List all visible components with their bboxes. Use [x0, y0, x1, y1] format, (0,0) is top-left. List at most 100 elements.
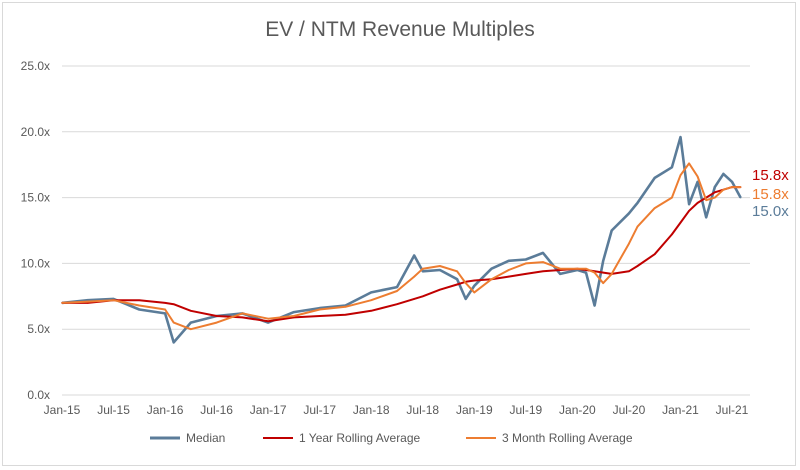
- data-point: [172, 321, 175, 324]
- data-point: [344, 306, 347, 308]
- data-point: [318, 315, 321, 317]
- x-tick-label: Jan-16: [147, 403, 184, 417]
- end-value-label: 15.8x: [752, 186, 789, 203]
- data-point: [696, 202, 699, 204]
- legend-label: 3 Month Rolling Average: [502, 431, 633, 445]
- y-tick-label: 25.0x: [21, 59, 50, 73]
- data-point: [542, 261, 544, 263]
- data-point: [112, 299, 115, 302]
- x-tick-label: Jan-19: [456, 403, 493, 417]
- data-point: [525, 273, 527, 275]
- x-axis-ticks: Jan-15 Jul-15 Jan-16 Jul-16 Jan-17 Jul-17 Jan-…: [44, 403, 749, 417]
- data-point: [688, 203, 690, 205]
- data-point: [688, 162, 690, 165]
- data-point: [731, 186, 733, 188]
- data-point: [464, 298, 467, 300]
- gridlines: [62, 65, 750, 396]
- series-line-1: [61, 135, 742, 344]
- data-point: [439, 269, 441, 271]
- data-point: [714, 186, 716, 188]
- x-tick-label: Jul-17: [303, 403, 336, 417]
- data-point: [490, 267, 493, 270]
- data-point: [653, 177, 656, 179]
- x-tick-label: Jan-21: [662, 403, 699, 417]
- data-point: [507, 259, 510, 262]
- data-point: [190, 328, 192, 331]
- data-point: [714, 196, 716, 199]
- data-point: [585, 267, 587, 270]
- data-point: [293, 311, 295, 313]
- end-value-label: 15.8x: [752, 167, 789, 184]
- data-point: [602, 282, 604, 284]
- data-point: [464, 282, 467, 284]
- data-point: [525, 258, 527, 261]
- data-point: [722, 173, 725, 175]
- data-point: [696, 181, 699, 183]
- x-tick-label: Jul-18: [406, 403, 439, 417]
- data-point: [559, 267, 562, 270]
- data-point: [636, 225, 639, 228]
- data-point: [164, 312, 166, 315]
- data-point: [542, 270, 544, 273]
- data-point: [267, 320, 269, 323]
- data-point: [190, 309, 192, 312]
- data-point: [653, 253, 656, 255]
- data-point: [559, 273, 562, 275]
- data-point: [439, 288, 441, 291]
- data-point: [241, 316, 244, 319]
- data-point: [602, 259, 604, 262]
- data-point: [671, 166, 673, 169]
- data-point: [679, 221, 682, 224]
- y-tick-label: 20.0x: [21, 125, 50, 139]
- data-point: [293, 315, 295, 317]
- data-point: [396, 286, 398, 288]
- data-point: [602, 271, 604, 274]
- data-point: [456, 283, 458, 286]
- data-point: [473, 279, 476, 282]
- data-point: [525, 262, 527, 265]
- data-point: [138, 304, 141, 307]
- legend-label: 1 Year Rolling Average: [299, 431, 421, 445]
- data-point: [507, 269, 510, 271]
- data-point: [705, 199, 708, 202]
- x-tick-label: Jul-21: [716, 403, 749, 417]
- data-point: [413, 298, 415, 300]
- data-point: [636, 265, 639, 267]
- y-tick-label: 0.0x: [27, 388, 50, 402]
- data-point: [413, 275, 415, 278]
- end-value-label: 15.0x: [752, 203, 789, 220]
- data-point: [628, 212, 630, 215]
- x-tick-label: Jul-16: [200, 403, 233, 417]
- chart-title: EV / NTM Revenue Multiples: [265, 18, 535, 41]
- y-axis-ticks: 0.0x 5.0x 10.0x 15.0x 20.0x 25.0x: [21, 59, 50, 402]
- x-tick-label: Jan-20: [559, 403, 596, 417]
- data-point: [164, 308, 166, 311]
- data-point: [164, 302, 166, 304]
- data-point: [576, 267, 579, 270]
- data-point: [421, 270, 424, 273]
- data-point: [671, 233, 673, 236]
- data-point: [739, 186, 742, 188]
- data-point: [172, 303, 175, 305]
- data-point: [344, 313, 347, 316]
- data-point: [190, 321, 192, 324]
- data-point: [593, 304, 596, 307]
- data-point: [628, 270, 630, 273]
- data-point: [370, 291, 373, 294]
- data-point: [215, 321, 218, 324]
- data-point: [688, 209, 690, 212]
- data-point: [507, 275, 510, 278]
- data-point: [138, 299, 141, 302]
- data-point: [679, 136, 682, 138]
- x-tick-label: Jan-15: [44, 403, 81, 417]
- data-point: [86, 300, 89, 303]
- y-tick-label: 10.0x: [21, 256, 50, 270]
- data-point: [396, 303, 398, 305]
- data-point: [318, 308, 321, 311]
- data-point: [396, 290, 398, 292]
- data-point: [628, 242, 630, 245]
- data-point: [456, 270, 458, 273]
- data-point: [542, 252, 544, 254]
- data-point: [241, 312, 244, 315]
